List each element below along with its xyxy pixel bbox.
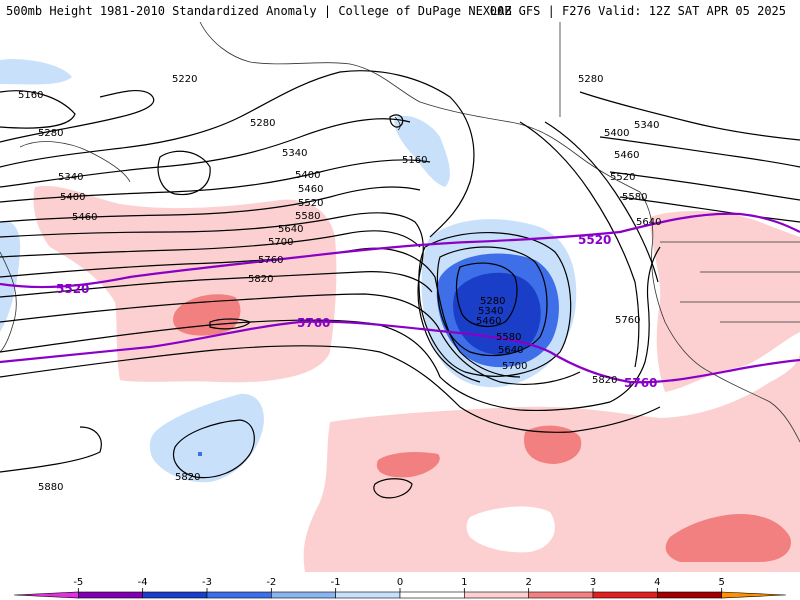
- height-label: 5520: [298, 198, 323, 209]
- pos-anomaly-southeast-core: [665, 514, 791, 562]
- height-label: 5460: [298, 184, 323, 195]
- colorbar-segment: [335, 591, 401, 599]
- colorbar-tick-label: 4: [654, 577, 660, 588]
- height-label: 5280: [578, 74, 603, 85]
- pos-anomaly-south-core-1: [524, 425, 582, 464]
- height-label: 5460: [476, 316, 501, 327]
- colorbar-tick-label: 3: [590, 577, 596, 588]
- height-label: 5460: [614, 150, 639, 161]
- colorbar-segment: [592, 591, 658, 599]
- colorbar-segment: [78, 591, 143, 599]
- height-label: 5580: [622, 192, 647, 203]
- height-label: 5700: [502, 361, 527, 372]
- purple-labels: 5520 5520 5760 5760: [56, 233, 657, 390]
- height-label: 5640: [636, 217, 661, 228]
- pos-anomaly-east: [650, 210, 800, 392]
- colorbar-segment: [13, 591, 79, 599]
- height-label: 5340: [634, 120, 659, 131]
- height-label: 5160: [402, 155, 427, 166]
- colorbar-tick-label: 0: [397, 577, 403, 588]
- height-label: 5640: [278, 224, 303, 235]
- colorbar-segment: [657, 591, 722, 599]
- height-label: 5880: [38, 482, 63, 493]
- height-label: 5580: [496, 332, 521, 343]
- purple-5760-line: [0, 320, 800, 384]
- height-label: 5760: [258, 255, 283, 266]
- colorbar-tick-label: 2: [525, 577, 531, 588]
- height-label: 5760: [615, 315, 640, 326]
- height-label: 5460: [72, 212, 97, 223]
- map-title: 500mb Height 1981-2010 Standardized Anom…: [6, 4, 512, 18]
- pos-anomaly-west: [33, 185, 337, 383]
- neg-anomaly-2: [394, 115, 450, 187]
- height-label: 5580: [295, 211, 320, 222]
- colorbar-segments: [13, 591, 787, 599]
- colorbar-tick-label: -4: [138, 577, 148, 588]
- colorbar-segment: [464, 591, 529, 599]
- height-label: 5280: [250, 118, 275, 129]
- height-label: 5400: [604, 128, 629, 139]
- neg-anomaly-south: [149, 393, 264, 483]
- height-label: 5280: [38, 128, 63, 139]
- colorbar-segment: [721, 591, 787, 599]
- colorbar-tick-label: 1: [461, 577, 467, 588]
- coastlines: [0, 22, 800, 443]
- neg-anomaly-south-spot: [198, 452, 202, 456]
- colorbar-ticks: -5 -4 -3 -2 -1 0 1 2 3 4 5: [73, 577, 725, 592]
- height-label: 5820: [592, 375, 617, 386]
- colorbar-tick-label: 5: [718, 577, 724, 588]
- height-label: 5220: [172, 74, 197, 85]
- model-run-info: 00Z GFS | F276 Valid: 12Z SAT APR 05 202…: [489, 4, 786, 18]
- height-label: 5820: [175, 472, 200, 483]
- height-label: 5400: [295, 170, 320, 181]
- colorbar-tick-label: -1: [331, 577, 341, 588]
- colorbar-segment: [528, 591, 594, 599]
- purple-label-5520: 5520: [578, 233, 611, 247]
- pos-anomaly-south-core-2: [376, 452, 440, 478]
- anomaly-shading: [0, 59, 800, 572]
- purple-label-5760: 5760: [297, 316, 330, 330]
- height-label: 5340: [58, 172, 83, 183]
- height-label: 5340: [478, 306, 503, 317]
- purple-contours: [0, 212, 800, 384]
- height-label: 5640: [498, 345, 523, 356]
- colorbar-segment: [271, 591, 336, 599]
- colorbar-tick-label: -5: [73, 577, 83, 588]
- neg-anomaly-1: [0, 59, 72, 85]
- anomaly-colorbar: -5 -4 -3 -2 -1 0 1 2 3 4 5: [13, 577, 787, 599]
- height-label: 5400: [60, 192, 85, 203]
- height-label: 5700: [268, 237, 293, 248]
- purple-label-5760: 5760: [624, 376, 657, 390]
- colorbar-segment: [399, 591, 465, 599]
- height-labels: 5160 5220 5280 5280 5340 5400 5460 5520 …: [18, 74, 661, 493]
- height-label: 5160: [18, 90, 43, 101]
- colorbar-segment: [142, 591, 208, 599]
- purple-label-5520: 5520: [56, 282, 89, 296]
- height-label: 5280: [480, 296, 505, 307]
- purple-5520-line: [0, 212, 800, 289]
- colorbar-tick-label: -3: [202, 577, 212, 588]
- colorbar-tick-label: -2: [266, 577, 276, 588]
- pos-anomaly-west-core: [173, 294, 241, 336]
- height-label: 5820: [248, 274, 273, 285]
- height-label: 5520: [610, 172, 635, 183]
- map-header: 500mb Height 1981-2010 Standardized Anom…: [0, 0, 800, 22]
- height-label: 5340: [282, 148, 307, 159]
- neutral-hole: [466, 506, 555, 553]
- colorbar-segment: [206, 591, 272, 599]
- height-contours: [0, 70, 800, 499]
- anomaly-map: 5160 5220 5280 5280 5340 5400 5460 5520 …: [0, 22, 800, 572]
